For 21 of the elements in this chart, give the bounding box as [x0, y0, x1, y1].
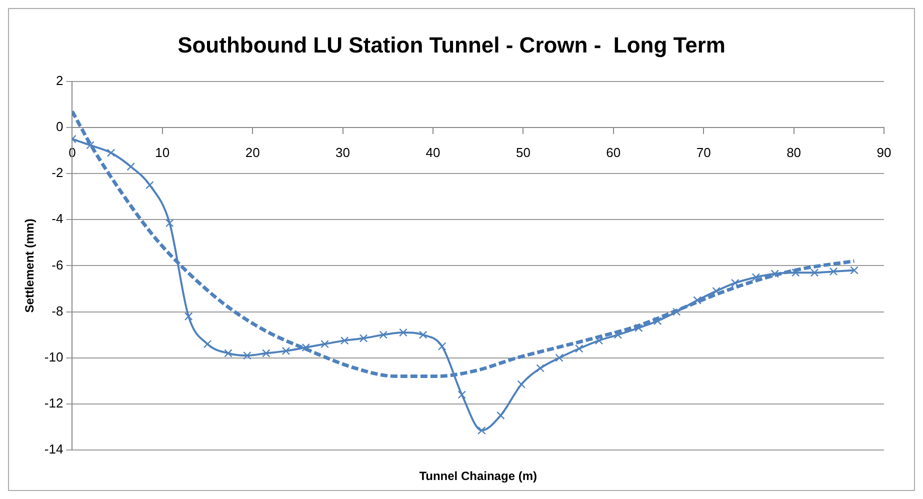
x-tick-label: 30: [336, 144, 350, 160]
y-tick-label: -6: [52, 257, 64, 272]
chart-title: Southbound LU Station Tunnel - Crown - Long Term: [178, 32, 726, 58]
x-tick-label: 90: [876, 144, 892, 160]
x-tick-label: 80: [786, 144, 802, 160]
x-tick-label: 50: [516, 144, 530, 160]
y-tick-label: -12: [44, 396, 64, 411]
y-tick-label: -14: [44, 442, 64, 457]
y-tick-label: -10: [44, 349, 64, 364]
x-tick-label: 10: [155, 144, 170, 160]
x-tick-label: 20: [245, 144, 260, 160]
y-tick-label: 0: [56, 119, 64, 134]
y-tick-label: 2: [56, 72, 64, 88]
x-tick-label: 40: [426, 144, 440, 160]
y-tick-label: -4: [52, 211, 64, 226]
y-tick-label: -8: [52, 303, 64, 318]
y-axis-title: Settlement (mm): [22, 218, 37, 313]
x-tick-label: 60: [606, 144, 621, 160]
x-axis-title: Tunnel Chainage (m): [419, 469, 537, 483]
x-tick-label: 70: [696, 144, 711, 160]
y-tick-label: -2: [52, 165, 64, 180]
